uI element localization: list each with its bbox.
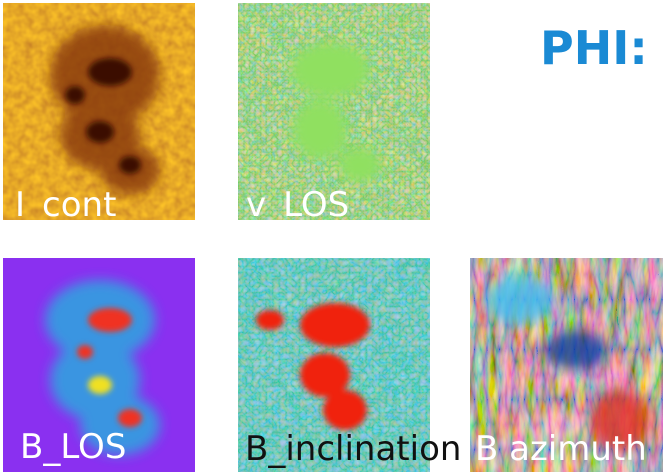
panel-label: B azimuth <box>475 429 647 469</box>
panel-v-los: v_LOS <box>238 3 430 225</box>
panel-label: B_inclination <box>245 429 461 469</box>
panel-b-azimuth: B azimuth <box>470 258 663 472</box>
panel-label: v_LOS <box>246 185 349 225</box>
figure: I_cont v_LOS PHI: B_LOS <box>0 0 663 475</box>
panel-label: B_LOS <box>20 427 126 467</box>
panel-label: I_cont <box>15 185 116 225</box>
panel-b-los: B_LOS <box>3 258 195 472</box>
panel-i-cont: I_cont <box>3 3 195 225</box>
title: PHI: <box>540 21 648 75</box>
